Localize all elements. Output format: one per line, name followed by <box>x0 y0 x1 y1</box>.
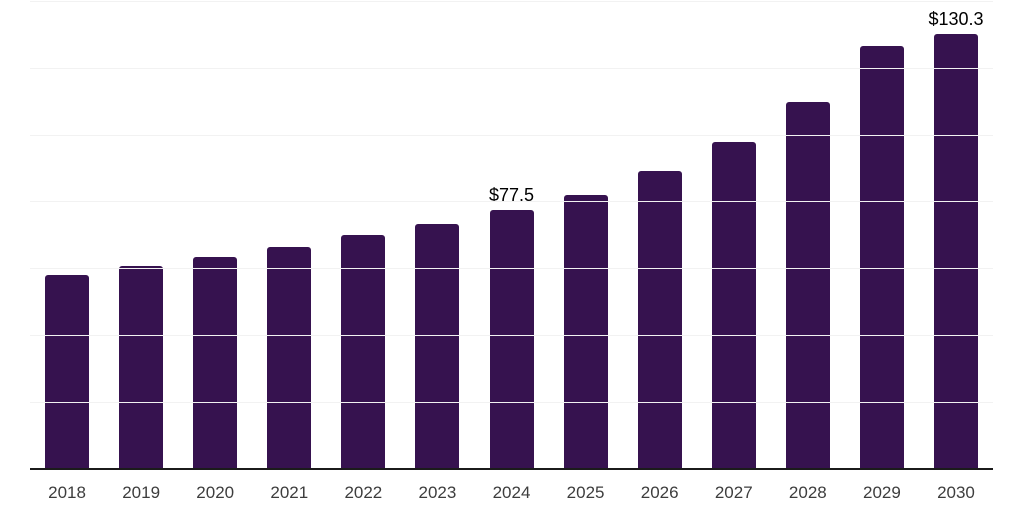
bar-2023 <box>415 223 460 469</box>
x-axis-label-2025: 2025 <box>566 483 605 502</box>
x-axis-label-2030: 2030 <box>937 483 975 502</box>
bar-slot-2022 <box>326 0 400 469</box>
bar-2022 <box>341 234 386 469</box>
bar-2027 <box>711 142 756 469</box>
gridline-y-60 <box>30 268 993 270</box>
gridline-y-120 <box>30 67 993 69</box>
bar-2024 <box>489 210 534 469</box>
x-axis-label-2021: 2021 <box>270 483 309 502</box>
bar-slot-2021 <box>252 0 326 469</box>
x-axis-label-2023: 2023 <box>418 483 457 502</box>
bar-2018 <box>45 274 90 469</box>
x-axis-label-2029: 2029 <box>862 483 901 502</box>
gridline-y-100 <box>30 134 993 136</box>
bar-slot-2018 <box>30 0 104 469</box>
gridline-y-80 <box>30 201 993 203</box>
value-label-2030: $130.3 <box>928 8 984 29</box>
x-axis-labels: 2018 2019 2020 2021 2022 2023 2024 2025 2026 2027… <box>30 484 993 501</box>
bar-slot-2029 <box>845 0 919 469</box>
bars-row: $77.5 $130.3 <box>30 0 993 469</box>
bar-slot-2019 <box>104 0 178 469</box>
bar-slot-2030: $130.3 <box>919 0 993 469</box>
bar-slot-2020 <box>178 0 252 469</box>
bar-slot-2024: $77.5 <box>474 0 548 469</box>
x-axis-label-2018: 2018 <box>48 483 86 502</box>
bar-slot-2027 <box>697 0 771 469</box>
bar-2020 <box>193 256 238 469</box>
x-axis-label-2026: 2026 <box>640 483 679 502</box>
bar-2028 <box>785 102 830 469</box>
x-axis-label-2020: 2020 <box>196 483 235 502</box>
x-axis-label-2022: 2022 <box>344 483 383 502</box>
bar-2021 <box>267 246 312 469</box>
bar-2029 <box>859 46 904 469</box>
x-axis-label-2019: 2019 <box>122 483 161 502</box>
bar-slot-2023 <box>400 0 474 469</box>
x-axis-label-2028: 2028 <box>788 483 827 502</box>
gridline-y-20 <box>30 401 993 403</box>
bar-2030 <box>933 33 978 469</box>
bar-2025 <box>563 194 608 469</box>
bar-slot-2025 <box>549 0 623 469</box>
gridline-y-40 <box>30 334 993 336</box>
x-axis-line <box>30 468 993 470</box>
bar-2019 <box>119 265 164 469</box>
gridline-y-140 <box>30 1 993 2</box>
bar-slot-2026 <box>623 0 697 469</box>
x-axis-label-2024: 2024 <box>492 483 531 502</box>
bar-slot-2028 <box>771 0 845 469</box>
value-label-2024: $77.5 <box>488 185 535 206</box>
bar-2026 <box>637 171 682 469</box>
x-axis-label-2027: 2027 <box>714 483 753 502</box>
plot-area: $77.5 $130.3 <box>30 0 993 469</box>
